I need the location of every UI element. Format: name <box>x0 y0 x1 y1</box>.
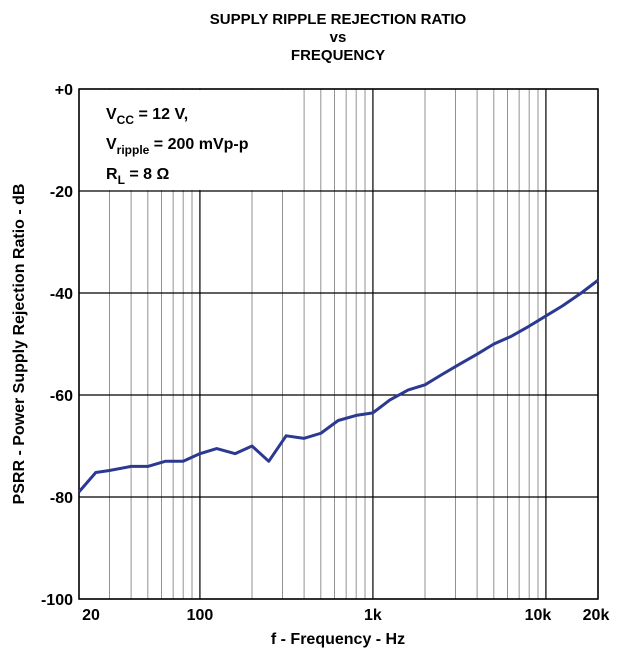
x-tick-label: 100 <box>187 607 214 624</box>
annotation-sub: CC <box>117 113 135 127</box>
annotation-rest: = 12 V, <box>134 106 188 123</box>
y-tick-label: -80 <box>50 490 73 507</box>
y-tick-label: -60 <box>50 388 73 405</box>
annotation-main: V <box>106 106 117 123</box>
annotation-rest: = 8 Ω <box>125 166 170 183</box>
y-tick-label: -40 <box>50 286 73 303</box>
annotation-main: V <box>106 136 117 153</box>
annotation-sub: L <box>118 173 125 187</box>
y-axis-label: PSRR - Power Supply Rejection Ratio - dB <box>11 184 28 505</box>
x-axis-label: f - Frequency - Hz <box>271 631 405 648</box>
y-tick-label: -100 <box>41 592 73 609</box>
annotation: RL = 8 Ω <box>106 166 169 187</box>
annotation-rest: = 200 mVp-p <box>149 136 248 153</box>
annotation: VCC = 12 V, <box>106 106 188 127</box>
annotation-box <box>80 90 298 190</box>
chart-title: vs <box>330 29 347 46</box>
x-tick-label: 20k <box>583 607 610 624</box>
annotation: Vripple = 200 mVp-p <box>106 136 249 157</box>
chart-title: SUPPLY RIPPLE REJECTION RATIO <box>210 11 467 28</box>
annotation-sub: ripple <box>117 143 150 157</box>
x-tick-label: 20 <box>82 607 100 624</box>
y-tick-label: -20 <box>50 184 73 201</box>
x-tick-label: 1k <box>364 607 382 624</box>
chart-title: FREQUENCY <box>291 47 385 64</box>
x-tick-label: 10k <box>525 607 552 624</box>
annotation-main: R <box>106 166 118 183</box>
plot-frame <box>78 88 599 600</box>
data-line <box>77 279 599 493</box>
y-tick-label: +0 <box>55 82 73 99</box>
